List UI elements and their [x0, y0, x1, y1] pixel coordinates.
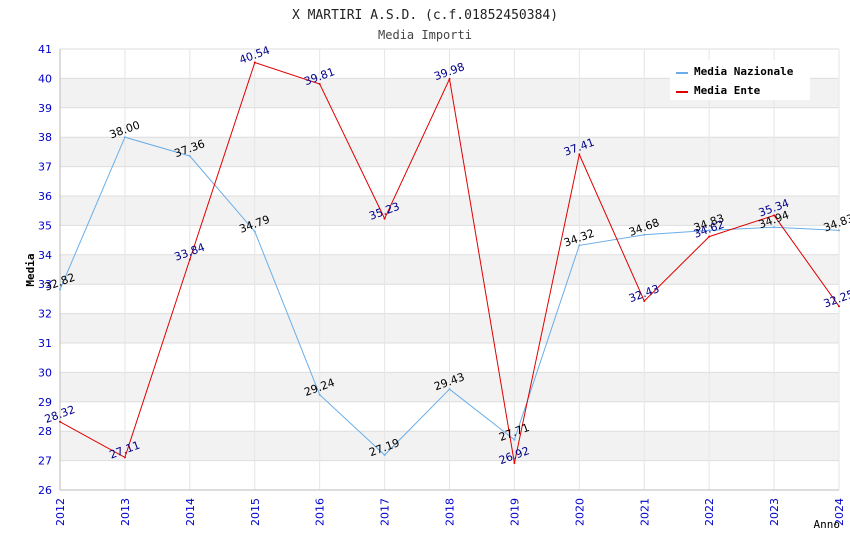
data-point — [253, 230, 256, 233]
data-point — [448, 77, 451, 80]
chart-subtitle: Media Importi — [378, 28, 472, 42]
x-tick-label: 2014 — [184, 498, 197, 526]
y-tick-label: 39 — [38, 102, 52, 115]
data-point — [838, 229, 840, 232]
x-tick-label: 2022 — [703, 498, 716, 526]
y-tick-label: 38 — [38, 131, 52, 144]
x-axis: 2012 2013 2014 2015 2016 2017 2018 2019 2020 2021… — [54, 489, 846, 526]
data-point — [773, 214, 776, 217]
y-axis-label: Media — [24, 253, 37, 286]
y-axis: 26 27 28 29 30 31 32 33 34 35 36 37 38 39 40 41 — [38, 43, 61, 497]
y-tick-label: 29 — [38, 396, 52, 409]
x-tick-label: 2023 — [768, 498, 781, 526]
plot-background — [59, 48, 840, 491]
x-tick-label: 2012 — [54, 498, 67, 526]
data-point — [773, 226, 776, 229]
legend-box — [670, 60, 810, 100]
data-point — [578, 153, 581, 156]
y-tick-label: 36 — [38, 190, 52, 203]
x-tick-label: 2024 — [833, 498, 846, 526]
chart-title: X MARTIRI A.S.D. (c.f.01852450384) — [292, 8, 558, 23]
data-point — [643, 299, 646, 302]
data-point — [318, 82, 321, 85]
y-tick-label: 40 — [38, 72, 52, 85]
data-point — [383, 217, 386, 220]
series-layer — [59, 61, 840, 464]
x-tick-label: 2018 — [444, 498, 457, 526]
data-point — [59, 420, 61, 423]
x-tick-label: 2021 — [638, 498, 651, 526]
y-tick-label: 35 — [38, 219, 52, 232]
y-tick-label: 32 — [38, 308, 52, 321]
x-tick-label: 2020 — [573, 498, 586, 526]
x-tick-label: 2017 — [379, 498, 392, 526]
y-tick-label: 33 — [38, 278, 52, 291]
data-point — [188, 258, 191, 261]
y-tick-label: 37 — [38, 161, 52, 174]
data-point — [123, 136, 126, 139]
data-point — [188, 155, 191, 158]
data-point — [318, 393, 321, 396]
x-tick-label: 2013 — [119, 498, 132, 526]
x-tick-label: 2019 — [508, 498, 521, 526]
y-tick-label: 41 — [38, 43, 52, 56]
y-tick-label: 28 — [38, 425, 52, 438]
data-point — [383, 454, 386, 457]
legend: Media Nazionale Media Ente — [670, 60, 810, 100]
y-tick-label: 30 — [38, 366, 52, 379]
y-tick-label: 27 — [38, 455, 52, 468]
x-tick-label: 2015 — [249, 498, 262, 526]
y-tick-label: 26 — [38, 484, 52, 497]
data-point — [123, 456, 126, 459]
data-point — [643, 233, 646, 236]
data-point — [253, 61, 256, 64]
data-point — [708, 235, 711, 238]
data-point — [578, 244, 581, 247]
legend-label-media-nazionale: Media Nazionale — [694, 65, 794, 78]
y-tick-label: 34 — [38, 249, 52, 262]
data-point — [513, 438, 516, 441]
data-point — [838, 305, 840, 308]
x-tick-label: 2016 — [314, 498, 327, 526]
data-point — [708, 229, 711, 232]
data-point — [59, 288, 61, 291]
legend-label-media-ente: Media Ente — [694, 84, 761, 97]
data-point — [448, 388, 451, 391]
x-axis-label: Anno — [814, 518, 841, 531]
data-point — [513, 461, 516, 464]
y-tick-label: 31 — [38, 337, 52, 350]
